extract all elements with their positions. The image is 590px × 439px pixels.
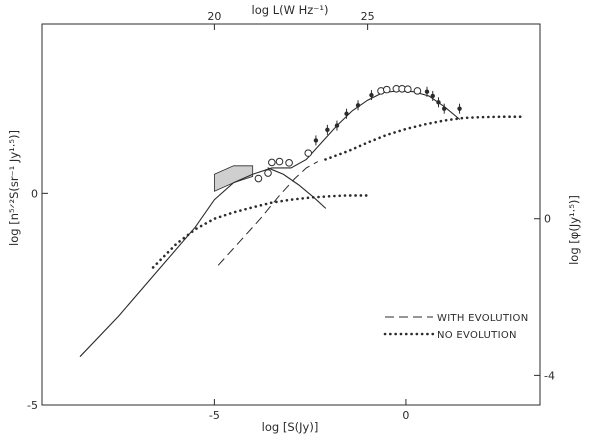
series-line-dotted bbox=[324, 115, 523, 161]
y2-axis-label: log [φ(Jy¹·⁵)] bbox=[567, 195, 581, 265]
y2-tick-label: -4 bbox=[544, 369, 555, 382]
open-point bbox=[304, 149, 313, 157]
y-axis-label: log [n⁵ᐟ²S(sr⁻¹ Jy¹·⁵)] bbox=[7, 130, 21, 246]
series-line-solid bbox=[267, 167, 327, 209]
shaded-band bbox=[213, 165, 254, 192]
filled-point bbox=[424, 89, 430, 94]
axis-labels: log [S(Jy)] log L(W Hz⁻¹) log [n⁵ᐟ²S(sr⁻… bbox=[7, 3, 581, 434]
open-point bbox=[264, 169, 272, 177]
filled-point bbox=[355, 103, 361, 108]
series-line-dashed bbox=[217, 161, 319, 266]
shaded-region bbox=[213, 165, 254, 192]
legend-label: NO EVOLUTION bbox=[437, 330, 517, 341]
filled-point bbox=[325, 127, 330, 133]
filled-point bbox=[334, 123, 340, 128]
plot-frame bbox=[41, 23, 541, 406]
open-point bbox=[404, 85, 412, 93]
filled-point bbox=[430, 93, 435, 99]
open-point bbox=[275, 157, 284, 166]
series-line-dotted bbox=[151, 194, 369, 269]
x2-axis-label: log L(W Hz⁻¹) bbox=[252, 3, 329, 17]
filled-point bbox=[442, 106, 447, 111]
x2-tick-label: 20 bbox=[207, 10, 221, 23]
legend: WITH EVOLUTION NO EVOLUTION bbox=[383, 313, 529, 341]
x-axis-label: log [S(Jy)] bbox=[262, 420, 319, 434]
open-point bbox=[413, 87, 422, 95]
y-tick-label: 0 bbox=[31, 187, 38, 200]
y-tick-label: -5 bbox=[27, 399, 38, 412]
filled-point bbox=[457, 106, 462, 111]
open-point bbox=[382, 85, 391, 94]
filled-point bbox=[436, 100, 441, 105]
open-point bbox=[268, 158, 276, 167]
open-point bbox=[285, 159, 293, 167]
data-points bbox=[254, 84, 462, 183]
x-tick-label: 0 bbox=[402, 409, 409, 422]
axes: -5 0 20 25 -5 0 0 -4 bbox=[27, 10, 555, 422]
filled-point bbox=[369, 92, 374, 98]
filled-point bbox=[313, 138, 319, 143]
y2-tick-label: 0 bbox=[544, 213, 551, 226]
series-lines bbox=[79, 90, 523, 357]
filled-point bbox=[344, 111, 349, 116]
x-tick-label: -5 bbox=[209, 409, 220, 422]
open-point bbox=[254, 174, 263, 183]
series-line-solid bbox=[79, 90, 461, 357]
x2-tick-label: 25 bbox=[361, 10, 375, 23]
legend-label: WITH EVOLUTION bbox=[437, 313, 529, 324]
